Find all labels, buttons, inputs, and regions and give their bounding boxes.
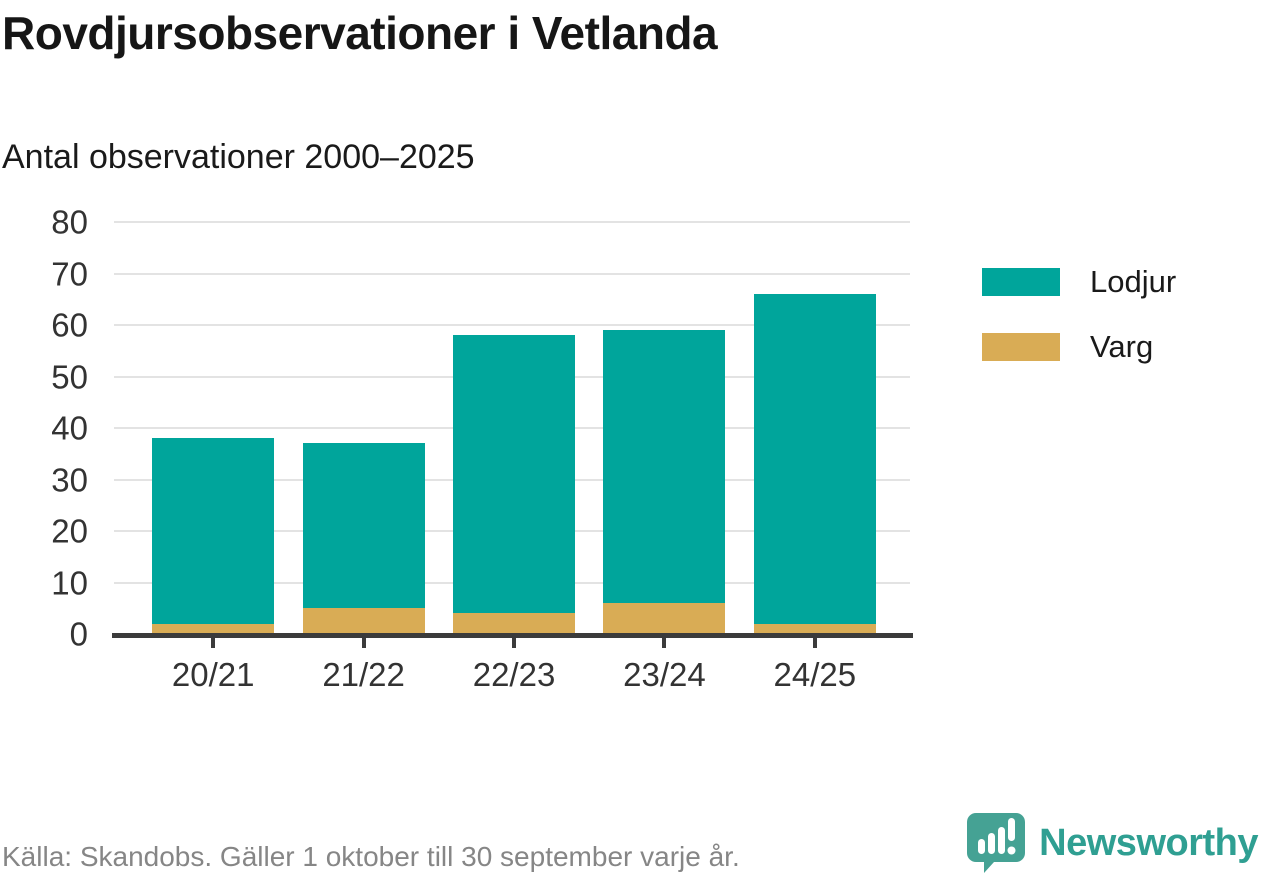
stacked-bar-23-24	[603, 330, 726, 634]
chart-subtitle: Antal observationer 2000–2025	[2, 138, 475, 176]
x-axis-tick	[812, 638, 817, 648]
newsworthy-wordmark: Newsworthy	[1039, 821, 1258, 864]
stacked-bar-21-22	[302, 443, 425, 634]
bar-slot	[589, 222, 739, 634]
bar-segment-varg	[753, 623, 876, 634]
legend-swatch-lodjur	[982, 268, 1060, 296]
bar-segment-varg	[453, 613, 576, 634]
x-axis-tick	[361, 638, 366, 648]
legend-label-lodjur: Lodjur	[1090, 264, 1177, 299]
y-axis-tick-label: 70	[51, 255, 88, 292]
newsworthy-logo: Newsworthy	[966, 812, 1258, 874]
y-axis-tick-label: 40	[51, 409, 88, 447]
source-note: Källa: Skandobs. Gäller 1 oktober till 3…	[2, 841, 740, 872]
x-axis-tick-label: 22/23	[472, 656, 556, 693]
y-axis-tick-label: 0	[69, 615, 88, 653]
y-axis-tick-label: 50	[51, 358, 88, 395]
stacked-bar-24-25	[753, 294, 876, 634]
x-tick-slot	[740, 638, 890, 648]
chart-title: Rovdjursobservationer i Vetlanda	[2, 7, 718, 59]
gridline	[114, 324, 910, 326]
bar-segment-lodjur	[603, 330, 726, 604]
legend-item-varg: Varg	[982, 329, 1176, 365]
stacked-bar-20-21	[152, 438, 275, 634]
legend-swatch-varg	[982, 333, 1060, 361]
x-axis-tick-label: 20/21	[171, 656, 255, 693]
x-axis-line	[112, 633, 913, 638]
legend: Lodjur Varg	[982, 264, 1176, 365]
bars-row	[112, 222, 910, 634]
x-axis-tick-label: 24/25	[773, 656, 857, 693]
bar-slot	[439, 222, 589, 634]
x-axis-labels: 20/21 21/22 22/23 23/24 24/25	[112, 656, 910, 694]
x-tick-slot	[288, 638, 438, 648]
bar-slot	[740, 222, 890, 634]
x-tick-slot	[439, 638, 589, 648]
bar-segment-lodjur	[152, 438, 275, 624]
x-axis-tick	[512, 638, 517, 648]
y-axis-labels: 0 10 20 30 40 50 60 70 80	[0, 206, 88, 651]
plot-area	[112, 221, 910, 634]
y-axis-tick-label: 20	[51, 512, 88, 550]
legend-label-varg: Varg	[1090, 329, 1154, 364]
x-axis-tick-label: 23/24	[623, 656, 706, 693]
bar-slot	[288, 222, 438, 634]
bar-segment-lodjur	[453, 335, 576, 614]
bar-segment-varg	[603, 603, 726, 634]
x-tick-slot	[589, 638, 739, 648]
bar-segment-lodjur	[302, 443, 425, 609]
x-axis-tick-label: 21/22	[322, 656, 405, 693]
gridline	[114, 272, 910, 275]
x-tick-slot	[138, 638, 288, 648]
x-axis-tick	[662, 638, 667, 648]
y-axis-tick-label: 30	[51, 461, 88, 498]
y-axis-tick-label: 10	[51, 564, 88, 601]
bar-segment-varg	[152, 623, 275, 634]
bar-segment-varg	[302, 608, 425, 634]
legend-item-lodjur: Lodjur	[982, 264, 1176, 300]
x-axis-ticks	[112, 638, 910, 648]
bar-segment-lodjur	[753, 294, 876, 624]
y-axis-tick-label: 80	[51, 203, 88, 241]
x-axis-tick	[211, 638, 216, 648]
gridline	[114, 221, 910, 223]
y-axis-tick-label: 60	[51, 306, 88, 344]
bar-slot	[138, 222, 288, 634]
newsworthy-logo-icon	[967, 813, 1026, 873]
stacked-bar-22-23	[453, 335, 576, 634]
